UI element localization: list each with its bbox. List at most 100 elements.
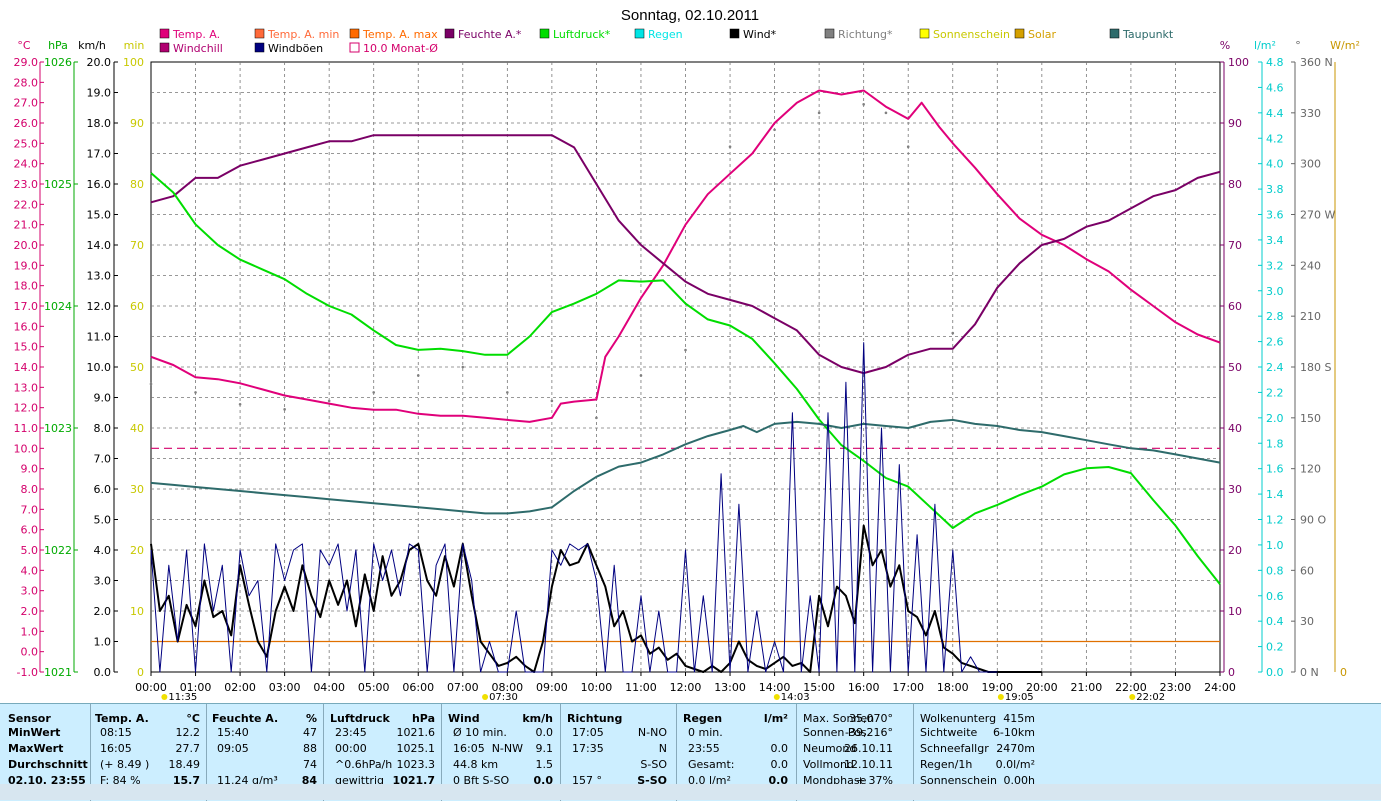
direction-point (550, 399, 554, 403)
direction-point (595, 416, 598, 420)
temp-tick-label: 23.0 (14, 178, 39, 191)
summary-value: 0.0 (768, 774, 789, 787)
summary-value: 16:05 (453, 742, 485, 755)
legend-label: Temp. A. (172, 28, 220, 41)
legend-swatch (159, 42, 170, 53)
summary-value: 0 min. (688, 726, 723, 739)
summary-value: N-NO (637, 726, 667, 739)
summary-value: 26.10.11 (844, 742, 893, 755)
tick-labels: 00:00 01:00 02:00 03:00 04:00 05:00 06:00 07:00… (14, 56, 1348, 694)
temp-tick-label: 15.0 (14, 341, 39, 354)
direction-point (684, 348, 687, 352)
legend-label: Feuchte A.* (458, 28, 522, 41)
rain-tick-label: 2.0 (1266, 412, 1284, 425)
temp-tick-label: 6.0 (21, 524, 39, 537)
solar-axis-label: W/m² (1330, 39, 1360, 52)
x-tick-label: 21:00 (1071, 681, 1103, 694)
rain-tick-label: 4.0 (1266, 158, 1284, 171)
direction-point (862, 103, 865, 106)
annotation-label: 07:30 (489, 692, 518, 703)
x-tick-label: 08:00 (491, 681, 523, 694)
direction-tick-label: 0 N (1300, 666, 1319, 679)
summary-value: Mondphase (803, 774, 867, 787)
summary-value: 0.0 (770, 742, 789, 755)
min-axis-label: min (124, 39, 145, 52)
min-tick-label: 0 (137, 666, 144, 679)
humidity-axis-label: % (1220, 39, 1230, 52)
humidity-tick-label: 100 (1228, 56, 1249, 69)
x-tick-label: 14:00 (759, 681, 791, 694)
rain-tick-label: 3.2 (1266, 259, 1284, 272)
temp-tick-label: 10.0 (14, 442, 39, 455)
temp-tick-label: 27.0 (14, 97, 39, 110)
rain-tick-label: 3.0 (1266, 285, 1284, 298)
summary-header: Feuchte A. (212, 712, 279, 725)
direction-point (194, 391, 197, 394)
summary-header: Temp. A. (95, 712, 149, 725)
wind-tick-label: 14.0 (87, 239, 112, 252)
summary-value: 0.0 (770, 758, 789, 771)
x-tick-label: 13:00 (714, 681, 746, 694)
temp-tick-label: 1.0 (21, 625, 39, 638)
direction-point (906, 145, 910, 149)
legend: Temp. A. Temp. A. min Temp. A. max Feuchte … (159, 28, 1174, 55)
x-tick-label: 00:00 (135, 681, 167, 694)
temp-tick-label: 4.0 (21, 564, 39, 577)
summary-value: 0.00h (1003, 774, 1035, 787)
rain-tick-label: 1.6 (1266, 463, 1284, 476)
legend-swatch (254, 42, 265, 53)
summary-value: 0.0 (535, 726, 554, 739)
sun-marker (1129, 694, 1136, 700)
summary-row-label: MaxWert (8, 742, 64, 755)
legend-label: Taupunkt (1122, 28, 1174, 41)
direction-point (372, 391, 376, 394)
x-tick-label: 16:00 (848, 681, 880, 694)
summary-divider (441, 704, 442, 801)
x-tick-label: 02:00 (224, 681, 256, 694)
summary-unit: km/h (522, 712, 553, 725)
chart-title: Sonntag, 02.10.2011 (621, 7, 759, 24)
sun-marker (482, 694, 489, 700)
direction-tick-label: 330 (1300, 107, 1321, 120)
temp-tick-label: 16.0 (14, 320, 39, 333)
temp-tick-label: 24.0 (14, 158, 39, 171)
summary-value: gewittrig (335, 774, 384, 787)
wind-tick-label: 5.0 (94, 514, 112, 527)
summary-value: Regen/1h (920, 758, 973, 771)
direction-axis-label: ° (1295, 39, 1301, 52)
rain-tick-label: 2.2 (1266, 386, 1284, 399)
legend-swatch (729, 28, 740, 39)
summary-value: 157 ° (572, 774, 602, 787)
direction-tick-label: 60 (1300, 564, 1314, 577)
direction-point (639, 374, 643, 377)
annotation-label: 11:35 (168, 692, 197, 703)
x-tick-label: 10:00 (581, 681, 613, 694)
humidity-tick-label: 0 (1228, 666, 1235, 679)
series-line-windben (150, 342, 998, 673)
direction-point (283, 408, 286, 411)
wind-tick-label: 0.0 (94, 666, 112, 679)
summary-value: 08:15 (100, 726, 132, 739)
rain-tick-label: 0.6 (1266, 590, 1284, 603)
rain-tick-label: 1.8 (1266, 437, 1284, 450)
summary-row-label: 02.10. 23:55 (8, 774, 86, 787)
sun-marker (161, 694, 168, 700)
sun-marker (773, 694, 780, 700)
summary-value: 47 (303, 726, 317, 739)
rain-tick-label: 3.4 (1266, 234, 1284, 247)
direction-tick-label: 300 (1300, 158, 1321, 171)
summary-value: 17:35 (572, 742, 604, 755)
summary-divider (676, 704, 677, 801)
direction-tick-label: 90 O (1300, 514, 1326, 527)
x-tick-label: 05:00 (358, 681, 390, 694)
summary-divider (206, 704, 207, 801)
summary-value: Neumond (803, 742, 857, 755)
direction-tick-label: 180 S (1300, 361, 1331, 374)
humidity-tick-label: 10 (1228, 605, 1242, 618)
rain-tick-label: 2.4 (1266, 361, 1284, 374)
summary-value: Ø 10 min. (453, 726, 507, 739)
temp-axis-label: °C (17, 39, 31, 52)
summary-value: 00:00 (335, 742, 367, 755)
summary-value: 09:05 (217, 742, 249, 755)
direction-point (884, 111, 888, 115)
